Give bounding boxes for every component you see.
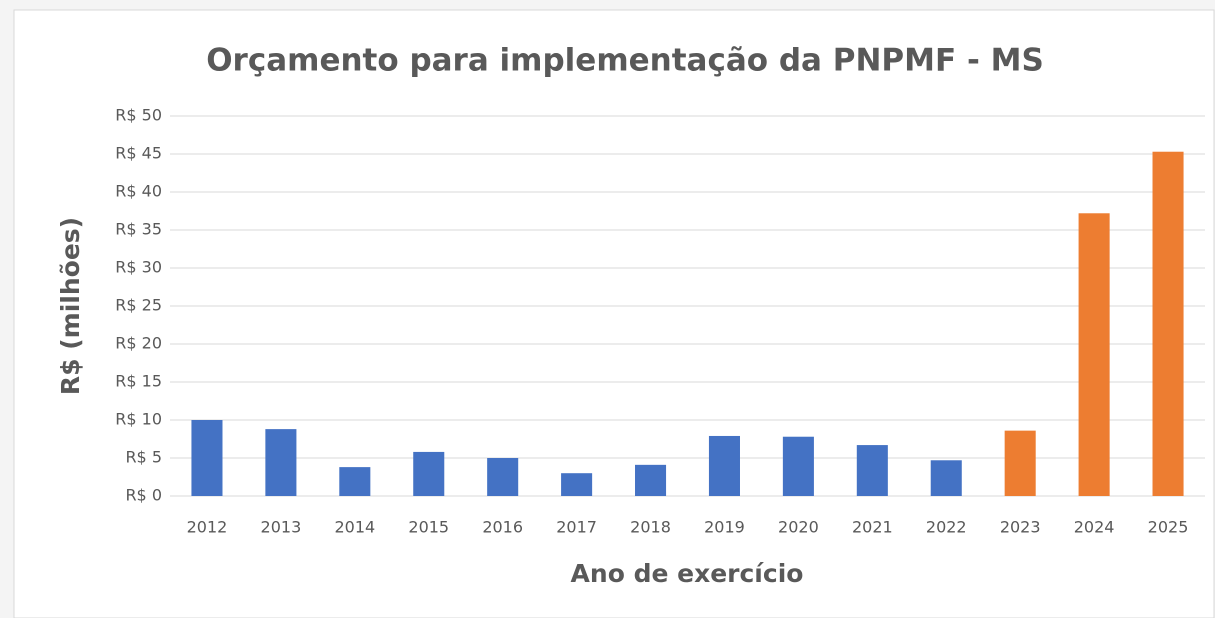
x-tick-label: 2017 [556,518,597,537]
y-axis-label: R$ (milhões) [56,217,85,395]
bar [782,436,814,496]
bar [1004,430,1036,496]
bar [856,445,888,496]
bar [487,458,519,496]
x-tick-label: 2018 [630,518,671,537]
x-tick-label: 2019 [704,518,745,537]
bar [339,467,371,496]
chart-title: Orçamento para implementação da PNPMF - … [206,43,1044,79]
bar [930,460,962,496]
y-tick-label: R$ 25 [115,296,162,315]
x-tick-label: 2014 [334,518,375,537]
chart-frame [13,9,1215,618]
x-tick-label: 2022 [926,518,967,537]
y-tick-label: R$ 20 [115,334,162,353]
x-tick-label: 2013 [261,518,302,537]
x-tick-label: 2024 [1074,518,1115,537]
bar [1152,151,1184,496]
bar [708,435,740,496]
x-tick-label: 2023 [1000,518,1041,537]
x-tick-label: 2012 [187,518,228,537]
bar [1078,213,1110,496]
y-tick-label: R$ 15 [115,372,162,391]
bar [265,429,297,496]
bar [191,420,223,496]
y-tick-label: R$ 40 [115,182,162,201]
x-tick-label: 2015 [408,518,449,537]
y-tick-label: R$ 30 [115,258,162,277]
bar [561,473,593,496]
bar [413,451,445,496]
x-axis-label: Ano de exercício [571,559,804,588]
x-tick-label: 2021 [852,518,893,537]
y-tick-label: R$ 0 [125,486,162,505]
bar [635,464,667,496]
y-tick-label: R$ 10 [115,410,162,429]
x-tick-label: 2025 [1148,518,1189,537]
y-tick-label: R$ 35 [115,220,162,239]
y-tick-label: R$ 45 [115,144,162,163]
y-tick-label: R$ 50 [115,106,162,125]
x-tick-label: 2016 [482,518,523,537]
x-tick-label: 2020 [778,518,819,537]
y-tick-label: R$ 5 [125,448,162,467]
